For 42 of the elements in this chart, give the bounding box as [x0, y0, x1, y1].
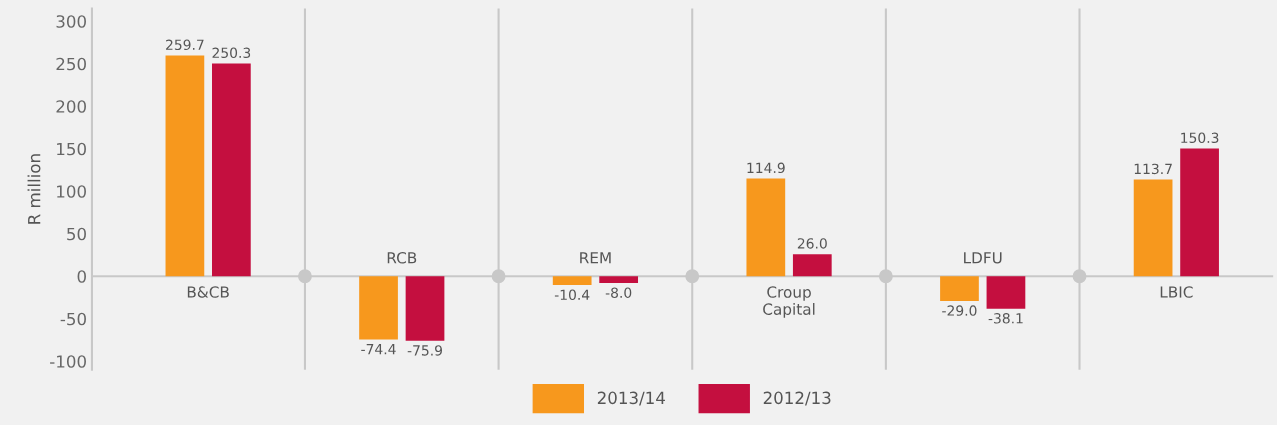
- bar: [1133, 179, 1173, 277]
- y-tick-label: -50: [60, 312, 86, 326]
- x-tick-label: LBIC: [1160, 286, 1193, 298]
- bar: [792, 254, 832, 277]
- bar: [165, 55, 205, 277]
- y-tick-label: 100: [57, 185, 86, 198]
- text: -38.1: [988, 313, 1023, 324]
- x-tick-label: B&CB: [187, 286, 229, 298]
- y-tick-label: 300: [56, 15, 86, 28]
- x-tick-label: RCB: [387, 252, 417, 264]
- bar: [940, 276, 979, 301]
- x-tick-label: LDFU: [964, 252, 1002, 264]
- bar: [986, 276, 1026, 309]
- text: -75.9: [407, 345, 442, 356]
- x-tick-label: Croup Capital: [763, 286, 815, 318]
- y-tick-label: 250: [56, 57, 86, 71]
- y-tick-label: 150: [57, 142, 86, 156]
- bar: [1180, 148, 1219, 277]
- bar: [212, 63, 251, 277]
- y-tick-label: 0: [77, 270, 86, 283]
- text: 150.3: [1181, 132, 1219, 144]
- y-tick-label: -100: [50, 355, 86, 368]
- text: 26.0: [797, 238, 827, 249]
- y-tick-label: 200: [56, 100, 86, 113]
- bar: [359, 276, 398, 340]
- y-tick-label: 50: [67, 227, 86, 241]
- text: 250.3: [212, 47, 251, 59]
- text: -74.4: [361, 344, 396, 355]
- bar: [405, 276, 445, 341]
- bar: [599, 276, 639, 284]
- y-axis-title: R million: [27, 154, 41, 224]
- legend-label: 2012/13: [763, 391, 831, 406]
- text: -8.0: [605, 287, 632, 298]
- text: 113.7: [1134, 163, 1172, 175]
- text: 259.7: [166, 39, 204, 51]
- text: 114.9: [747, 162, 785, 174]
- text: -10.4: [554, 289, 590, 301]
- legend-label: 2013/14: [597, 391, 665, 406]
- x-tick-label: REM: [580, 252, 611, 264]
- bar: [552, 276, 592, 286]
- text: -29.0: [942, 305, 977, 316]
- bar: [746, 178, 786, 277]
